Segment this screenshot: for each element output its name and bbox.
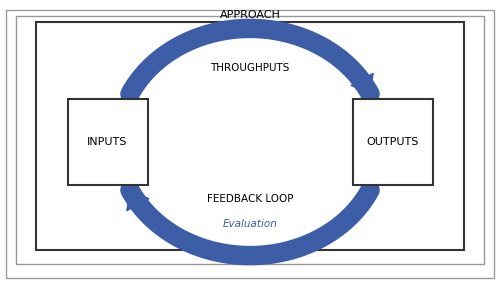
Text: Evaluation: Evaluation [222, 219, 278, 229]
Text: THROUGHPUTS: THROUGHPUTS [210, 63, 290, 73]
Bar [352, 99, 432, 185]
FancyArrowPatch shape [127, 190, 149, 211]
FancyArrowPatch shape [351, 73, 373, 94]
Text: FEEDBACK LOOP: FEEDBACK LOOP [207, 194, 293, 204]
Text: APPROACH: APPROACH [220, 10, 280, 20]
Bar [36, 22, 464, 250]
Bar [68, 99, 148, 185]
Text: OUTPUTS: OUTPUTS [366, 137, 418, 147]
Text: PROCESS: PROCESS [224, 28, 276, 38]
Bar [16, 16, 484, 264]
Text: INPUTS: INPUTS [88, 137, 128, 147]
